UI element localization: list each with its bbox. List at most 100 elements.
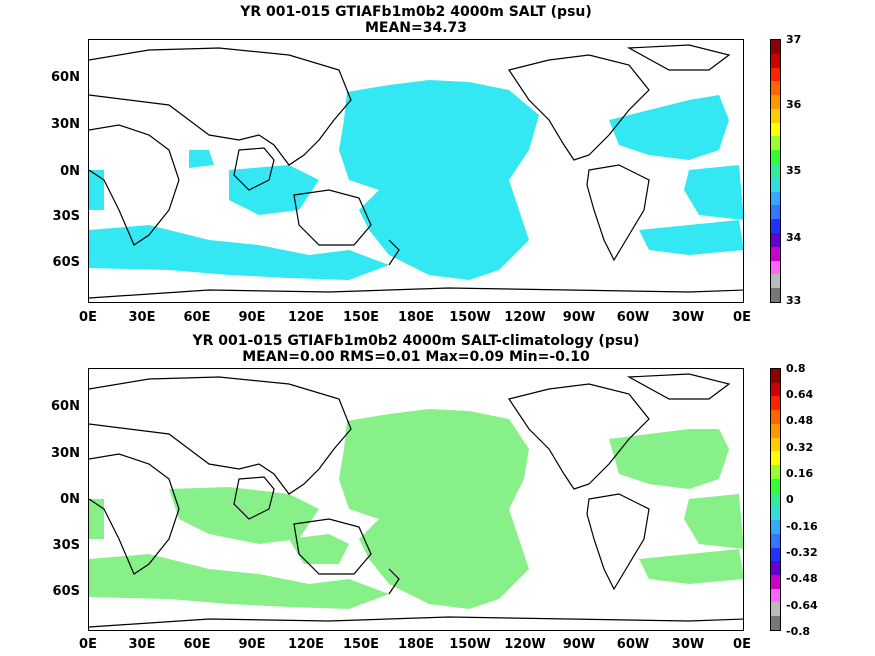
top-map-panel <box>88 39 744 303</box>
colorbar-segment <box>771 616 780 630</box>
top-continent-outlines <box>89 44 743 299</box>
colorbar-segment <box>771 533 780 548</box>
colorbar-segment <box>771 369 780 383</box>
colorbar-segment <box>771 451 780 466</box>
bottom-colorbar-label: -0.48 <box>786 572 818 585</box>
bottom-colorbar-label: 0.8 <box>786 362 806 375</box>
top-title-line1: YR 001-015 GTIAFb1m0b2 4000m SALT (psu) <box>240 4 592 20</box>
colorbar-segment <box>771 177 780 192</box>
top-lon-label: 90W <box>562 310 596 325</box>
colorbar-segment <box>771 108 780 123</box>
colorbar-segment <box>771 575 780 589</box>
bottom-lat-label-30n: 30N <box>51 446 80 461</box>
bottom-colorbar-label: 0.64 <box>786 388 814 401</box>
top-lon-label: 150W <box>449 310 491 325</box>
colorbar-segment <box>771 288 780 302</box>
colorbar-segment <box>771 232 780 247</box>
colorbar-segment <box>771 547 780 562</box>
top-lat-label-0n: 0N <box>60 164 80 179</box>
colorbar-segment <box>771 122 780 137</box>
colorbar-segment <box>771 437 780 452</box>
bottom-lat-label-30s: 30S <box>52 538 80 553</box>
bottom-colorbar-label: -0.16 <box>786 520 818 533</box>
top-lon-label: 180E <box>397 310 435 325</box>
bottom-lat-label-60n: 60N <box>51 399 80 414</box>
top-lat-label-60n: 60N <box>51 70 80 85</box>
colorbar-segment <box>771 260 780 275</box>
top-lon-label: 30E <box>128 310 156 325</box>
top-colorbar <box>770 39 781 303</box>
bottom-lon-label: 0E <box>79 637 97 652</box>
bottom-lon-label: 60E <box>183 637 211 652</box>
colorbar-segment <box>771 588 780 603</box>
bottom-colorbar-label: -0.32 <box>786 546 818 559</box>
colorbar-segment <box>771 274 780 289</box>
colorbar-segment <box>771 561 780 576</box>
bottom-lon-label: 30W <box>671 637 705 652</box>
colorbar-segment <box>771 478 780 493</box>
bottom-lon-label: 30E <box>128 637 156 652</box>
top-lon-label: 150E <box>342 310 380 325</box>
colorbar-segment <box>771 53 780 68</box>
bottom-map-panel <box>88 368 744 631</box>
top-lon-label: 0E <box>733 310 751 325</box>
colorbar-segment <box>771 191 780 206</box>
top-map-svg <box>89 44 743 299</box>
top-lat-label-30s: 30S <box>52 209 80 224</box>
colorbar-segment <box>771 602 780 617</box>
top-lon-label: 60E <box>183 310 211 325</box>
colorbar-segment <box>771 506 780 521</box>
colorbar-segment <box>771 136 780 151</box>
colorbar-segment <box>771 219 780 233</box>
top-lon-label: 0E <box>79 310 97 325</box>
top-colorbar-label: 34 <box>786 231 802 244</box>
top-salinity-fill <box>89 80 743 280</box>
colorbar-segment <box>771 67 780 82</box>
colorbar-segment <box>771 40 780 54</box>
colorbar-segment <box>771 492 780 507</box>
bottom-lon-label: 150E <box>342 637 380 652</box>
bottom-lon-label: 0E <box>733 637 751 652</box>
colorbar-segment <box>771 164 780 178</box>
bottom-colorbar-label: -0.64 <box>786 599 818 612</box>
top-lon-label: 90E <box>238 310 266 325</box>
bottom-colorbar-label: 0.48 <box>786 414 814 427</box>
top-lon-label: 120E <box>287 310 325 325</box>
colorbar-segment <box>771 246 780 261</box>
top-lon-label: 120W <box>504 310 546 325</box>
top-title-line2: MEAN=34.73 <box>364 20 468 36</box>
top-colorbar-label: 37 <box>786 33 802 46</box>
top-colorbar-label: 33 <box>786 294 802 307</box>
top-colorbar-label: 35 <box>786 164 802 177</box>
colorbar-segment <box>771 410 780 424</box>
bottom-colorbar-label: -0.8 <box>786 625 811 638</box>
bottom-lon-label: 120E <box>287 637 325 652</box>
bottom-colorbar-label: 0.32 <box>786 441 814 454</box>
bottom-lon-label: 150W <box>449 637 491 652</box>
colorbar-segment <box>771 382 780 397</box>
colorbar-segment <box>771 81 780 96</box>
colorbar-segment <box>771 396 780 411</box>
colorbar-segment <box>771 520 780 534</box>
top-lat-label-30n: 30N <box>51 117 80 132</box>
colorbar-segment <box>771 423 780 438</box>
bottom-lon-label: 60W <box>616 637 650 652</box>
bottom-map-svg <box>89 373 743 628</box>
colorbar-segment <box>771 150 780 165</box>
bottom-colorbar-label: 0 <box>786 493 794 506</box>
bottom-colorbar <box>770 368 781 631</box>
colorbar-segment <box>771 95 780 109</box>
bottom-colorbar-label: 0.16 <box>786 467 814 480</box>
bottom-lon-label: 90W <box>562 637 596 652</box>
bottom-lon-label: 90E <box>238 637 266 652</box>
bottom-continent-outlines <box>89 373 743 628</box>
bottom-lon-label: 120W <box>504 637 546 652</box>
bottom-lon-label: 180E <box>397 637 435 652</box>
top-colorbar-label: 36 <box>786 98 802 111</box>
bottom-difference-fill <box>89 409 743 609</box>
colorbar-segment <box>771 465 780 479</box>
bottom-title-line1: YR 001-015 GTIAFb1m0b2 4000m SALT-climat… <box>192 333 640 349</box>
bottom-lat-label-60s: 60S <box>52 584 80 599</box>
bottom-lat-label-0n: 0N <box>60 492 80 507</box>
colorbar-segment <box>771 205 780 220</box>
